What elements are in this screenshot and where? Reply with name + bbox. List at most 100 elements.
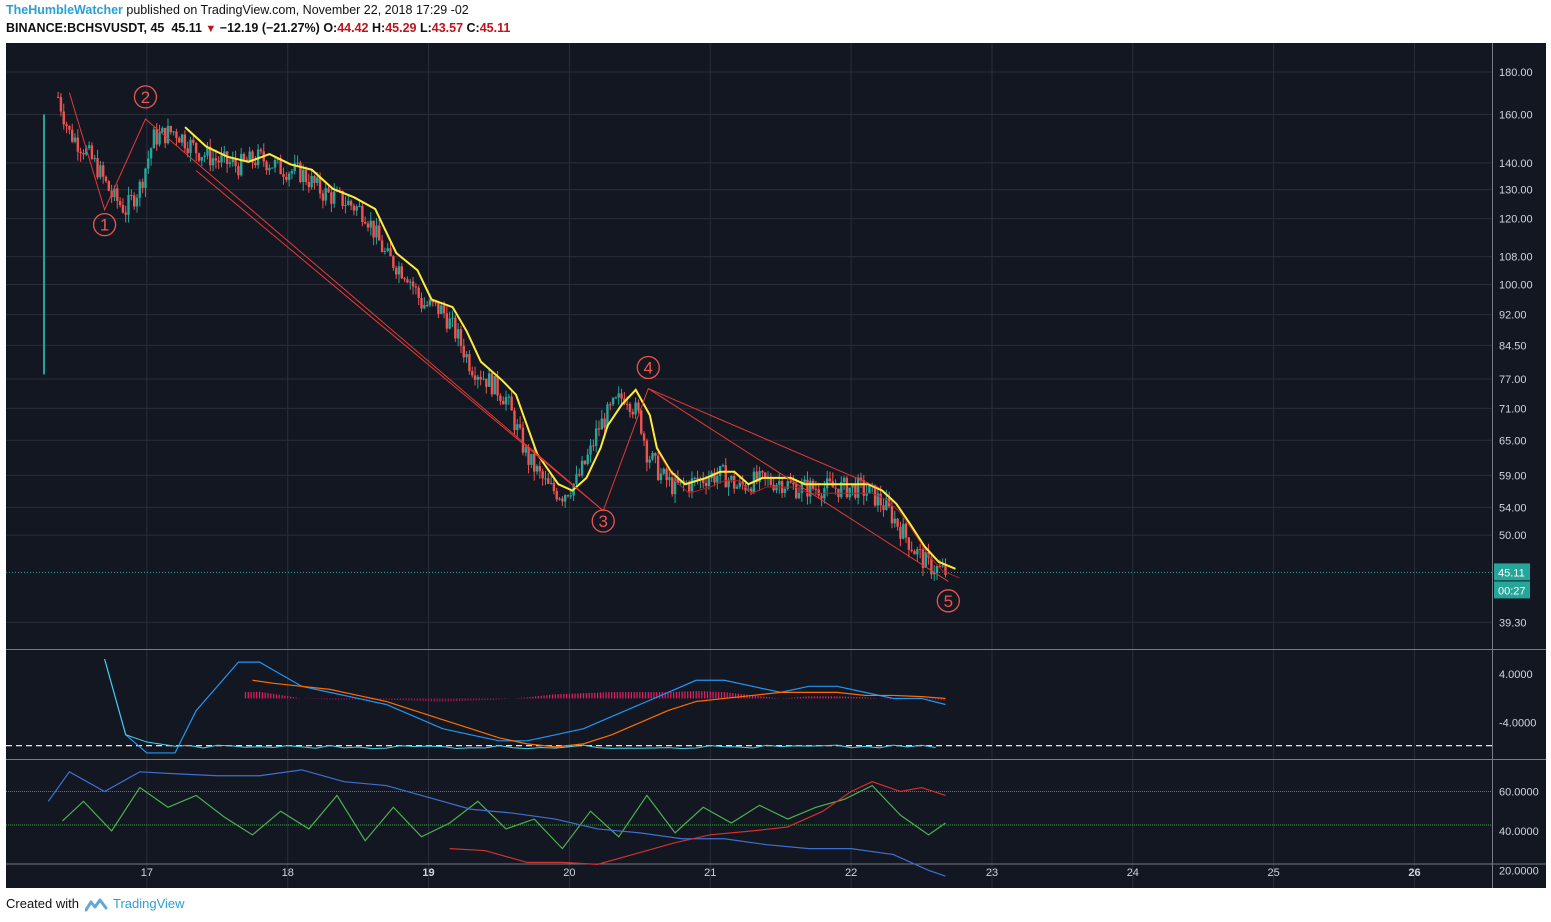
candle-body	[702, 478, 705, 483]
candle-body	[130, 195, 133, 197]
open-label: O:	[323, 21, 338, 35]
candle-body	[935, 566, 939, 573]
candle-body	[194, 142, 198, 154]
y-tick-label: 160.00	[1499, 110, 1533, 122]
candle-body	[916, 549, 919, 555]
candle-body	[918, 549, 922, 551]
candle-body	[769, 477, 773, 485]
candlestick-series	[56, 91, 947, 581]
candle-body	[713, 472, 716, 483]
candle-body	[273, 160, 277, 168]
candle-body	[209, 146, 212, 166]
candle-body	[530, 453, 533, 465]
candle-body	[279, 158, 282, 175]
channel-line	[648, 388, 880, 489]
low-label: L:	[419, 21, 432, 35]
candle-body	[482, 378, 485, 380]
candle-body	[890, 506, 894, 524]
candle-body	[611, 397, 615, 405]
tradingview-logo-icon	[84, 898, 108, 912]
candle-body	[473, 375, 477, 380]
candle-body	[738, 481, 742, 487]
candle-body	[214, 158, 218, 161]
candle-body	[363, 222, 367, 224]
candle-body	[665, 468, 668, 481]
candle-body	[671, 477, 674, 495]
candle-body	[234, 158, 237, 166]
candle-body	[933, 572, 936, 575]
candle-body	[71, 129, 74, 142]
candle-body	[200, 157, 203, 161]
countdown-box	[1494, 581, 1530, 599]
candle-body	[268, 167, 271, 171]
candle-body	[479, 376, 482, 380]
candle-body	[203, 155, 206, 158]
candle-body	[569, 495, 573, 497]
candle-body	[299, 162, 302, 183]
candle-body	[394, 267, 398, 275]
tradingview-link[interactable]: TradingView	[112, 896, 185, 911]
candle-body	[341, 190, 344, 206]
signal-line	[252, 679, 946, 748]
x-tick-label: 26	[1408, 867, 1420, 879]
candle-body	[507, 396, 511, 398]
candle-body	[642, 433, 646, 441]
candle-body	[749, 488, 753, 493]
candle-body	[609, 404, 612, 406]
candle-body	[189, 139, 192, 154]
candle-body	[859, 477, 863, 481]
candle-body	[271, 167, 274, 169]
candle-body	[82, 153, 85, 155]
candle-body	[676, 478, 680, 484]
candle-body	[625, 403, 629, 405]
candle-body	[231, 158, 234, 163]
x-tick-label: 22	[845, 867, 857, 879]
candle-body	[440, 305, 443, 314]
oscillator-blue-line	[47, 769, 946, 877]
candle-body	[90, 145, 94, 159]
candle-body	[485, 378, 488, 387]
candle-body	[558, 498, 561, 500]
candle-body	[637, 402, 640, 411]
candle-body	[603, 418, 606, 428]
wave-label-circle	[636, 355, 660, 380]
candle-body	[352, 205, 356, 211]
candle-body	[634, 402, 637, 415]
trading-chart[interactable]: 17 18 19 20 21 22 23 24 25 26180.00160.00140.0013…	[6, 43, 1546, 888]
published-text: published on TradingView.com, November 2…	[126, 3, 469, 17]
symbol-name: BINANCE:BCHSVUSDT, 45	[6, 21, 165, 35]
candle-body	[79, 151, 82, 154]
candle-body	[648, 459, 651, 463]
candle-body	[856, 477, 860, 498]
candle-body	[175, 131, 178, 138]
candle-body	[730, 476, 733, 480]
candle-body	[490, 373, 494, 395]
candle-body	[938, 566, 942, 568]
candle-body	[589, 445, 592, 455]
candle-body	[59, 97, 63, 112]
candle-body	[409, 281, 412, 283]
x-tick-label: 24	[1127, 867, 1139, 879]
candle-body	[87, 145, 91, 149]
macd-line	[104, 658, 946, 754]
last-price-label: 45.11	[1498, 567, 1525, 579]
x-tick-label: 18	[282, 867, 294, 879]
created-with-text: Created with	[6, 896, 79, 911]
candle-body	[547, 478, 550, 484]
candle-body	[662, 468, 665, 474]
candle-body	[62, 111, 65, 125]
candle-body	[693, 477, 696, 479]
close-label: C:	[466, 21, 480, 35]
candle-body	[180, 134, 184, 143]
candle-body	[873, 484, 877, 506]
plot-background	[6, 43, 1492, 888]
candle-body	[724, 465, 727, 488]
candle-body	[380, 240, 384, 253]
candle-body	[552, 482, 556, 492]
candle-body	[85, 148, 88, 155]
candle-body	[885, 498, 888, 510]
author-name[interactable]: TheHumbleWatcher	[6, 3, 123, 17]
candle-body	[687, 482, 691, 492]
candle-body	[876, 493, 880, 506]
last-price-box	[1494, 563, 1530, 581]
